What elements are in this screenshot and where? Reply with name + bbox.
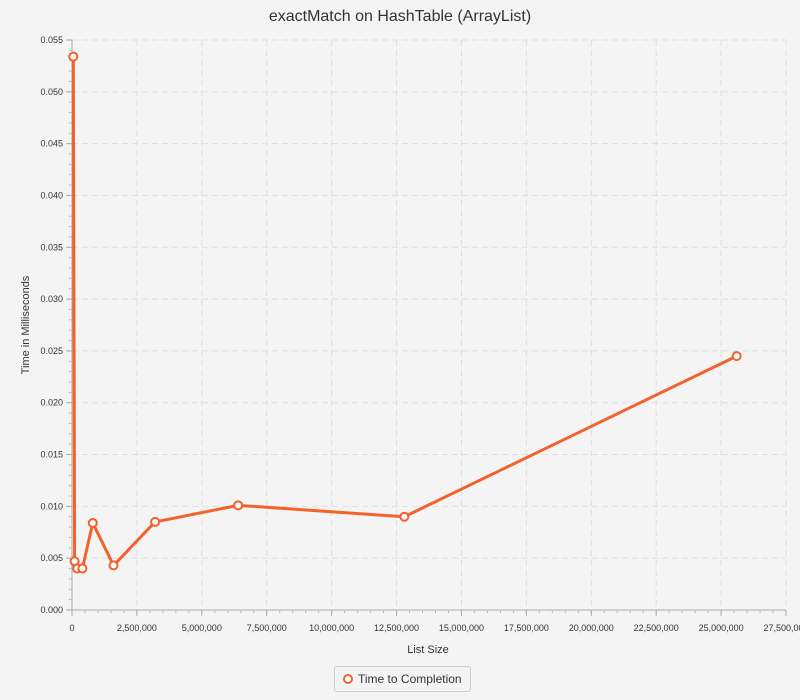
y-tick-label: 0.035 — [40, 242, 63, 252]
x-tick-label: 17,500,000 — [504, 623, 549, 633]
y-tick-label: 0.000 — [40, 605, 63, 615]
x-tick-label: 10,000,000 — [309, 623, 354, 633]
legend-marker-icon — [343, 674, 353, 684]
x-tick-label: 22,500,000 — [634, 623, 679, 633]
x-tick-label: 25,000,000 — [699, 623, 744, 633]
y-tick-label: 0.030 — [40, 294, 63, 304]
legend-label: Time to Completion — [358, 672, 462, 686]
data-point — [108, 560, 119, 571]
x-tick-label: 20,000,000 — [569, 623, 614, 633]
data-point — [87, 517, 98, 528]
y-tick-label: 0.025 — [40, 346, 63, 356]
y-tick-label: 0.055 — [40, 35, 63, 45]
y-tick-label: 0.020 — [40, 398, 63, 408]
data-point — [77, 563, 88, 574]
x-tick-label: 12,500,000 — [374, 623, 419, 633]
legend: Time to Completion — [334, 666, 471, 692]
data-point — [150, 516, 161, 527]
x-tick-label: 15,000,000 — [439, 623, 484, 633]
x-tick-label: 27,500,000 — [763, 623, 800, 633]
x-tick-label: 2,500,000 — [117, 623, 157, 633]
x-tick-label: 0 — [69, 623, 74, 633]
data-point — [233, 500, 244, 511]
x-tick-label: 7,500,000 — [247, 623, 287, 633]
data-point — [68, 51, 79, 62]
y-tick-label: 0.010 — [40, 501, 63, 511]
chart-title: exactMatch on HashTable (ArrayList) — [268, 8, 532, 25]
x-axis-title: List Size — [407, 644, 449, 656]
data-point — [399, 511, 410, 522]
y-tick-label: 0.045 — [40, 139, 63, 149]
y-tick-label: 0.050 — [40, 87, 63, 97]
y-tick-label: 0.015 — [40, 450, 63, 460]
x-tick-label: 5,000,000 — [182, 623, 222, 633]
y-tick-label: 0.005 — [40, 553, 63, 563]
y-axis-title: Time in Milliseconds — [20, 275, 32, 374]
series-layer — [68, 51, 742, 574]
data-point — [731, 351, 742, 362]
series-line — [71, 55, 739, 571]
grid-lines — [72, 39, 787, 610]
y-tick-label: 0.040 — [40, 190, 63, 200]
tick-labels: 0 2,500,000 5,000,000 7,500,000 10,000,000 12… — [40, 35, 800, 633]
axes — [66, 39, 787, 616]
